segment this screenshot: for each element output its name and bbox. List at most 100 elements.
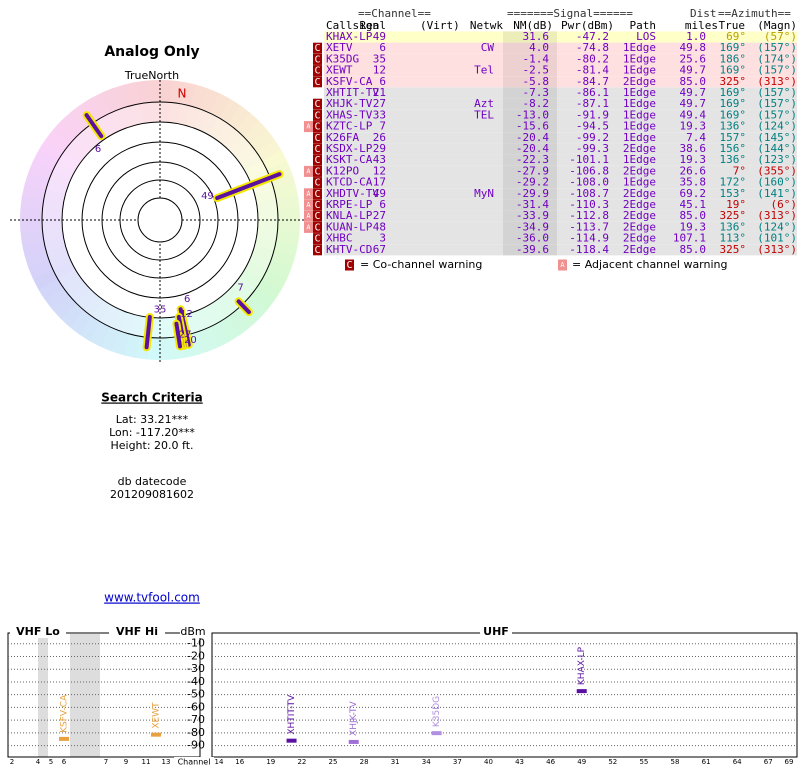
- marker-name: KSFV-CA: [60, 694, 70, 733]
- cell-magn: (157°): [757, 64, 797, 77]
- ring-segment: [45, 129, 86, 164]
- cell-callsign: XHAS-TV: [326, 108, 373, 121]
- range-ring: [101, 161, 219, 279]
- column-header: Pwr(dBm): [561, 19, 614, 32]
- signal-marker: [286, 738, 297, 743]
- cell-path: 2Edge: [623, 187, 656, 200]
- flag-letter: C: [314, 133, 320, 144]
- cell-real: 17: [373, 176, 386, 189]
- cell-nm: -5.8: [523, 75, 550, 88]
- x-tick-label: 49: [577, 758, 586, 766]
- row-background: [324, 177, 797, 189]
- x-tick-label: 34: [422, 758, 431, 766]
- cell-nm: -2.5: [523, 64, 550, 77]
- cell-true: 69°: [726, 30, 746, 43]
- cell-nm: 4.0: [529, 41, 549, 54]
- cell-callsign: XHJK-TV: [326, 97, 373, 110]
- cell-real: 12: [373, 64, 386, 77]
- row-background: [324, 199, 797, 211]
- nm-column-shade: [503, 109, 557, 121]
- station-marker: [236, 299, 251, 315]
- x-tick-label: 22: [297, 758, 306, 766]
- row-background: [324, 53, 797, 65]
- cell-real: 49: [373, 187, 386, 200]
- search-lat: Lat: 33.21***: [116, 413, 189, 426]
- cell-magn: (313°): [757, 243, 797, 256]
- cell-real: 3: [379, 232, 386, 245]
- cell-magn: (157°): [757, 86, 797, 99]
- panel-title: UHF: [483, 625, 509, 638]
- cell-dist: 69.2: [680, 187, 707, 200]
- x-tick-label: 58: [671, 758, 680, 766]
- cochannel-flag: [313, 177, 322, 189]
- center-disc: [137, 197, 183, 243]
- x-axis-label: Channel: [178, 758, 211, 767]
- cell-callsign: K12PO: [326, 164, 359, 177]
- cochannel-flag: [313, 244, 322, 256]
- x-tick-label: 46: [546, 758, 555, 766]
- cell-true: 169°: [720, 97, 747, 110]
- ring-segment: [20, 227, 64, 245]
- ring-segment: [100, 88, 128, 132]
- signal-marker: [348, 739, 359, 744]
- nm-column-shade: [503, 244, 557, 256]
- cell-real: 26: [373, 131, 386, 144]
- cell-nm: 31.6: [523, 30, 550, 43]
- cell-nm: -29.9: [516, 187, 549, 200]
- nm-column-shade: [503, 98, 557, 110]
- site-link[interactable]: www.tvfool.com: [104, 591, 200, 605]
- cell-magn: (57°): [764, 30, 797, 43]
- ring-segment: [22, 182, 66, 203]
- nm-column-shade: [503, 188, 557, 200]
- adjacent-flag: [304, 221, 313, 233]
- ring-segment: [90, 92, 120, 136]
- flag-letter: C: [314, 189, 320, 200]
- row-background: [324, 98, 797, 110]
- cell-true: 156°: [720, 142, 747, 155]
- y-tick-label: -90: [187, 739, 205, 752]
- cell-real: 12: [373, 164, 386, 177]
- flag-letter: A: [306, 212, 311, 220]
- cell-pwr: -81.4: [576, 64, 609, 77]
- flag-letter: C: [314, 99, 320, 110]
- cell-dist: 107.1: [673, 232, 706, 245]
- spectrum-chart: -10-20-30-40-50-60-70-80-90 dBm VHF Lo VHF …: [7, 625, 798, 767]
- x-tick-label: 37: [453, 758, 462, 766]
- ring-segment: [123, 81, 144, 126]
- signal-marker: [151, 732, 161, 737]
- row-background: [324, 154, 797, 166]
- group-header: Dist: [690, 7, 717, 20]
- cell-dist: 45.1: [680, 198, 707, 211]
- flag-letter: A: [306, 190, 311, 198]
- row-background: [324, 132, 797, 144]
- cell-pwr: -87.1: [576, 97, 609, 110]
- cochannel-flag: [313, 53, 322, 65]
- cochannel-flag: [313, 143, 322, 155]
- cell-pwr: -110.3: [569, 198, 609, 211]
- cell-path: 2Edge: [623, 164, 656, 177]
- panel-title-bg: [109, 626, 165, 638]
- ring-segment: [254, 183, 299, 204]
- cell-pwr: -80.2: [576, 52, 609, 65]
- ring-segment: [51, 282, 91, 319]
- cell-path: 1Edge: [623, 176, 656, 189]
- marker-name: KHAX-LP: [577, 646, 587, 685]
- cell-path: 1Edge: [623, 97, 656, 110]
- cell-path: 1Edge: [623, 120, 656, 133]
- cell-real: 35: [373, 52, 386, 65]
- cell-magn: (124°): [757, 120, 797, 133]
- ring-segment: [193, 88, 221, 132]
- column-header: Path: [630, 19, 657, 32]
- row-background: [324, 65, 797, 77]
- cell-nm: -39.6: [516, 243, 549, 256]
- ring-segment: [257, 207, 300, 222]
- ring-segment: [112, 84, 136, 128]
- ring-segment: [168, 80, 186, 124]
- nm-column-shade: [503, 76, 557, 88]
- ring-segment: [69, 294, 104, 335]
- x-tick-label: 2: [10, 758, 14, 766]
- signal-marker: [431, 731, 442, 736]
- cell-callsign: XHDTV-TV: [326, 187, 379, 200]
- ring-segment: [88, 304, 119, 347]
